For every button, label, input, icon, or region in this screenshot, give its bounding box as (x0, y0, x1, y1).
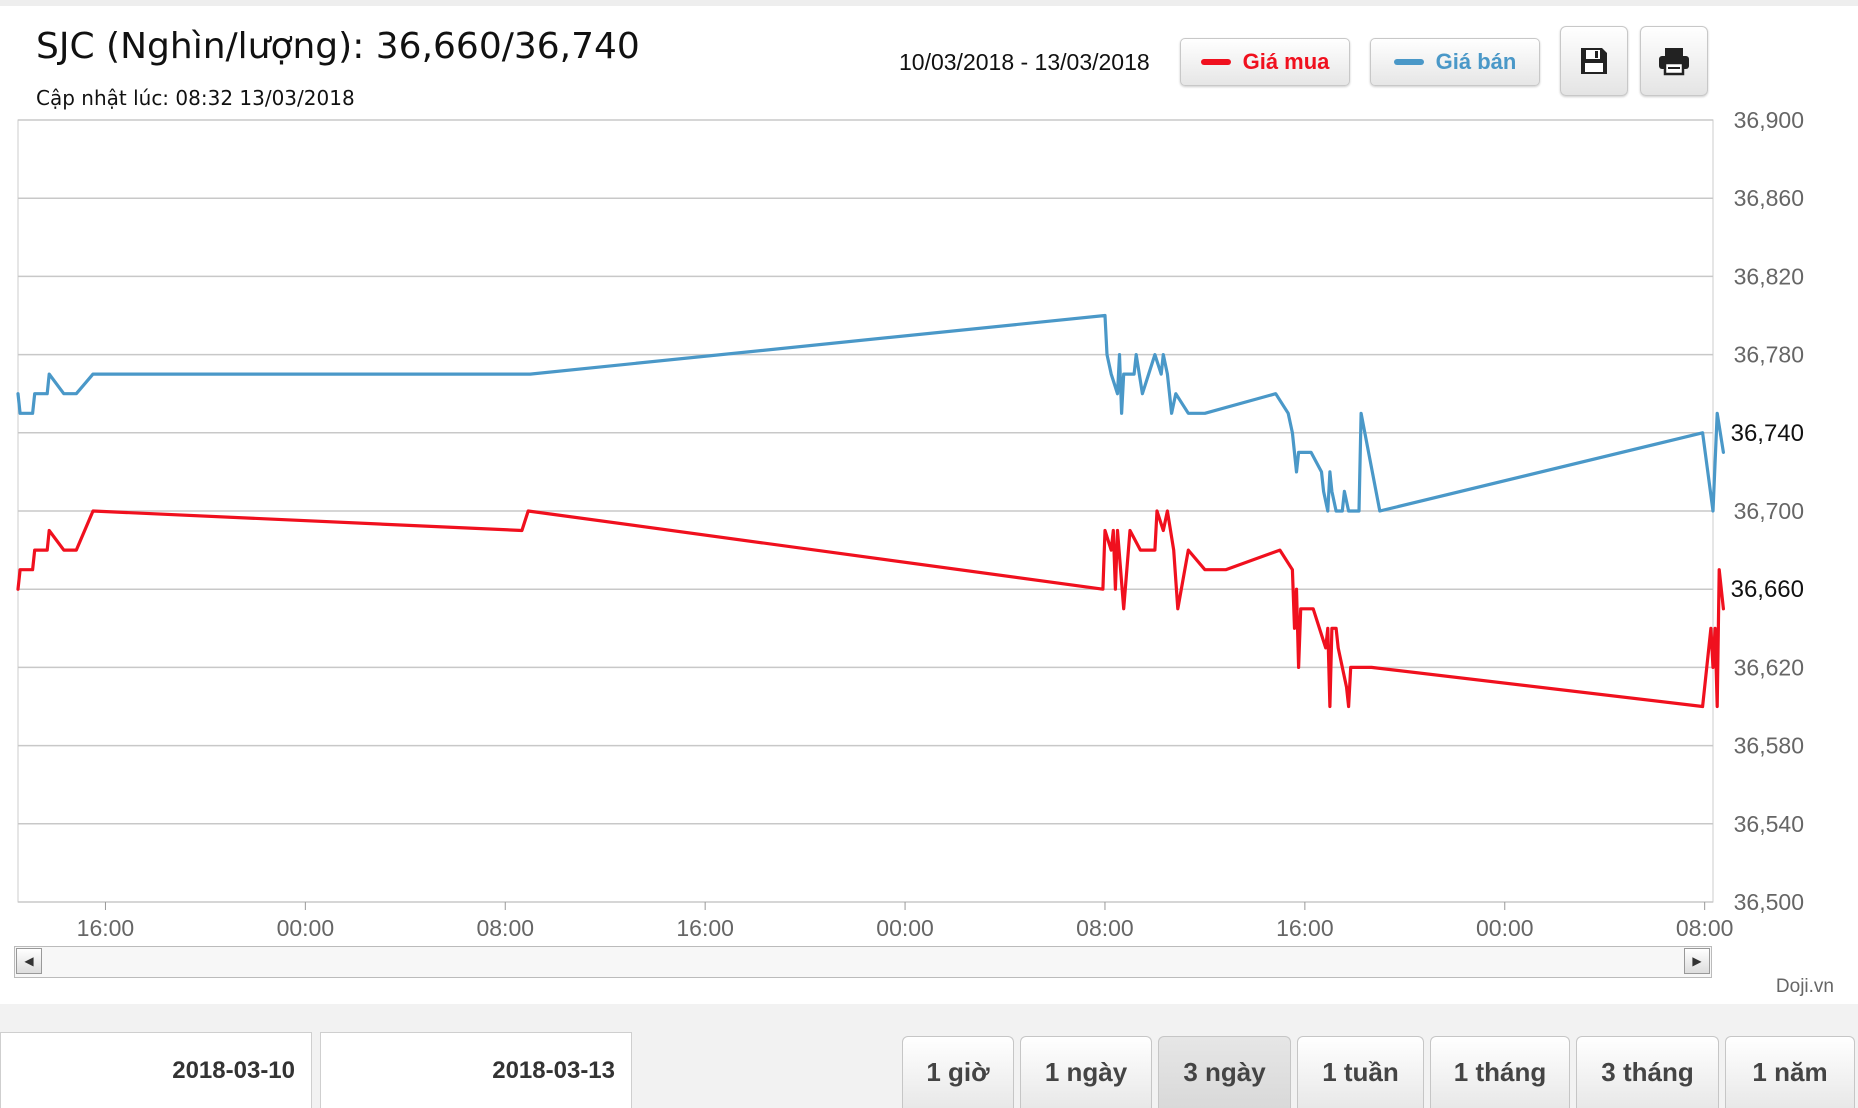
scroll-left-button[interactable]: ◀ (16, 948, 42, 974)
range-button[interactable]: 1 ngày (1020, 1036, 1152, 1108)
legend-sell-button[interactable]: Giá bán (1370, 38, 1540, 86)
y-tick-label: 36,780 (1734, 342, 1804, 368)
x-axis: 16:00 00:00 08:00 16:00 00:00 08:00 16:00 00:00… (77, 902, 1734, 940)
scroll-right-button[interactable]: ▶ (1684, 948, 1710, 974)
y-tick-label: 36,860 (1734, 185, 1804, 211)
x-tick-label: 16:00 (676, 915, 734, 940)
x-tick-label: 00:00 (277, 915, 335, 940)
to-date-field[interactable]: 2018-03-13 (320, 1032, 632, 1108)
y-tick-label: 36,700 (1734, 498, 1804, 524)
page-title: SJC (Nghìn/lượng): 36,660/36,740 (36, 26, 640, 67)
y-tick-label: 36,820 (1734, 263, 1804, 289)
y-tick-label: 36,660 (1731, 576, 1804, 603)
y-tick-label: 36,540 (1734, 811, 1804, 837)
y-tick-label: 36,500 (1734, 889, 1804, 915)
from-date-field[interactable]: 2018-03-10 (0, 1032, 312, 1108)
x-tick-label: 16:00 (1276, 915, 1334, 940)
range-button[interactable]: 1 tuần (1297, 1036, 1424, 1108)
x-tick-label: 00:00 (1476, 915, 1534, 940)
chart-scrollbar[interactable]: ◀ ▶ (14, 946, 1712, 978)
buy-price-line (16, 509, 1725, 709)
legend-sell-swatch (1393, 59, 1424, 65)
y-axis: 36,900 36,860 36,820 36,780 36,740 36,700 36,6… (1731, 107, 1804, 915)
x-tick-label: 08:00 (1676, 915, 1734, 940)
print-icon (1659, 48, 1689, 76)
updated-timestamp: Cập nhật lúc: 08:32 13/03/2018 (36, 86, 355, 110)
price-chart: 36,900 36,860 36,820 36,780 36,740 36,700 36,6… (16, 107, 1804, 940)
x-tick-label: 16:00 (77, 915, 135, 940)
y-tick-label: 36,620 (1734, 654, 1804, 680)
sell-price-line (16, 313, 1725, 513)
save-icon (1581, 48, 1607, 74)
date-range-label: 10/03/2018 - 13/03/2018 (899, 49, 1150, 75)
print-button[interactable] (1640, 26, 1708, 96)
y-tick-label: 36,580 (1734, 733, 1804, 759)
legend-buy-button[interactable]: Giá mua (1180, 38, 1350, 86)
range-button[interactable]: 1 giờ (902, 1036, 1014, 1108)
save-button[interactable] (1560, 26, 1628, 96)
y-tick-label: 36,740 (1731, 420, 1804, 447)
range-button[interactable]: 1 tháng (1430, 1036, 1570, 1108)
x-tick-label: 08:00 (476, 915, 534, 940)
legend-buy-swatch (1200, 59, 1231, 65)
range-button[interactable]: 1 năm (1725, 1036, 1855, 1108)
range-button[interactable]: 3 ngày (1158, 1036, 1291, 1108)
source-credit: Doji.vn (1775, 976, 1834, 997)
x-tick-label: 08:00 (1076, 915, 1134, 940)
legend-buy-label: Giá mua (1242, 49, 1330, 74)
range-button[interactable]: 3 tháng (1576, 1036, 1719, 1108)
x-tick-label: 00:00 (876, 915, 934, 940)
y-tick-label: 36,900 (1734, 107, 1804, 133)
chart-grid (17, 119, 1714, 903)
top-band (0, 0, 1858, 6)
legend-sell-label: Giá bán (1435, 49, 1517, 74)
series-group (16, 313, 1725, 709)
